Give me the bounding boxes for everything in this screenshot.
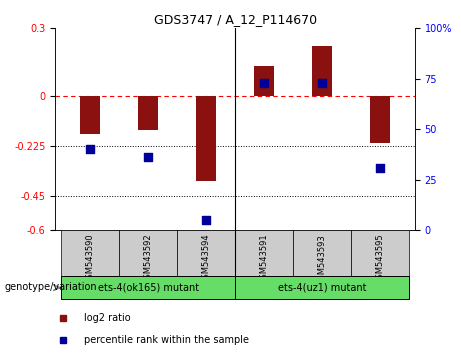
Point bbox=[144, 155, 152, 160]
Point bbox=[377, 165, 384, 170]
Text: ets-4(ok165) mutant: ets-4(ok165) mutant bbox=[98, 282, 199, 293]
Text: GSM543590: GSM543590 bbox=[86, 234, 95, 284]
Bar bbox=[254, 67, 274, 96]
Point bbox=[260, 80, 268, 86]
Point bbox=[319, 80, 326, 86]
Bar bbox=[61, 230, 119, 276]
Bar bbox=[119, 230, 177, 276]
Bar bbox=[235, 276, 409, 299]
Bar bbox=[196, 96, 216, 181]
Text: log2 ratio: log2 ratio bbox=[84, 313, 130, 323]
Bar bbox=[235, 230, 293, 276]
Point bbox=[86, 147, 94, 152]
Bar bbox=[80, 96, 100, 134]
Bar bbox=[351, 230, 409, 276]
Text: GSM543594: GSM543594 bbox=[201, 234, 211, 284]
Bar bbox=[177, 230, 235, 276]
Bar bbox=[293, 230, 351, 276]
Text: genotype/variation: genotype/variation bbox=[5, 282, 97, 292]
Bar bbox=[138, 96, 158, 130]
Text: percentile rank within the sample: percentile rank within the sample bbox=[84, 335, 249, 345]
Bar bbox=[370, 96, 390, 143]
Title: GDS3747 / A_12_P114670: GDS3747 / A_12_P114670 bbox=[154, 13, 317, 26]
Bar bbox=[61, 276, 235, 299]
Bar bbox=[312, 46, 332, 96]
Text: GSM543595: GSM543595 bbox=[376, 234, 384, 284]
Point bbox=[202, 217, 210, 223]
Text: GSM543591: GSM543591 bbox=[260, 234, 269, 284]
Text: ets-4(uz1) mutant: ets-4(uz1) mutant bbox=[278, 282, 366, 293]
Text: GSM543593: GSM543593 bbox=[318, 234, 326, 285]
Text: GSM543592: GSM543592 bbox=[144, 234, 153, 284]
